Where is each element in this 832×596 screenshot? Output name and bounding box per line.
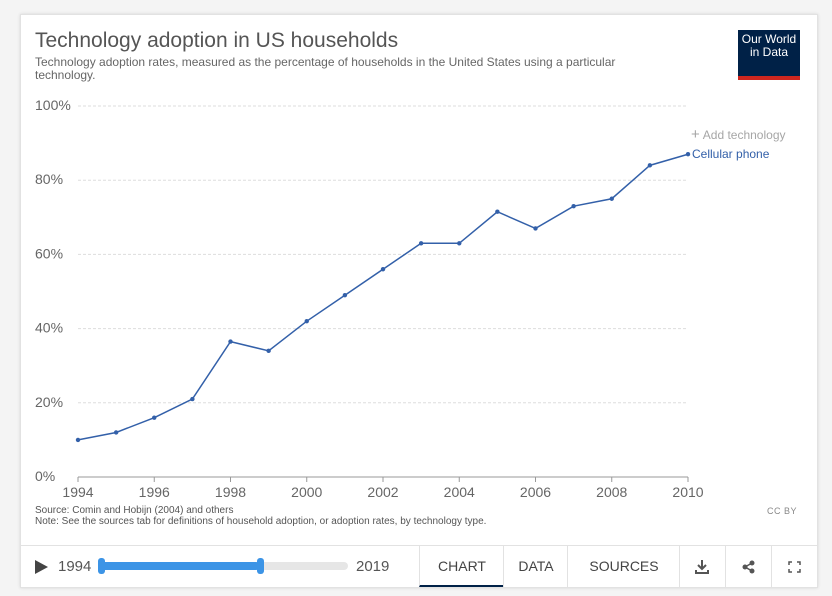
data-point bbox=[304, 318, 309, 324]
fullscreen-icon bbox=[788, 561, 801, 573]
tab-data[interactable]: DATA bbox=[503, 546, 568, 587]
data-point bbox=[571, 203, 576, 209]
data-point bbox=[609, 196, 614, 201]
chart-card: Technology adoption in US households Tec… bbox=[20, 14, 818, 588]
y-tick-label: 40% bbox=[35, 320, 63, 336]
x-tick-label: 2008 bbox=[596, 484, 627, 500]
y-tick-label: 100% bbox=[35, 97, 71, 113]
add-technology-label: Add technology bbox=[702, 128, 786, 142]
tab-sources[interactable]: SOURCES bbox=[567, 546, 680, 587]
data-point bbox=[113, 430, 119, 435]
data-point bbox=[457, 241, 462, 246]
data-point bbox=[342, 293, 348, 298]
y-tick-label: 20% bbox=[35, 394, 63, 410]
download-icon bbox=[695, 560, 709, 574]
data-point bbox=[495, 209, 500, 214]
line-chart: 0% 20% 40% 60% 80% 100% 1994 1996 1998 2000 2002 20… bbox=[35, 97, 770, 500]
data-point bbox=[647, 163, 653, 168]
share-button[interactable] bbox=[725, 546, 771, 587]
add-technology-button[interactable]: + Add technology bbox=[691, 126, 786, 143]
x-tick-label: 1998 bbox=[215, 484, 246, 500]
series-label: Cellular phone bbox=[692, 147, 770, 161]
y-tick-label: 0% bbox=[35, 468, 55, 484]
logo-line-1: Our World bbox=[741, 32, 797, 46]
chart-footer: Source: Comin and Hobijn (2004) and othe… bbox=[35, 505, 486, 527]
x-tick-label: 2006 bbox=[520, 484, 551, 500]
data-point bbox=[190, 396, 195, 402]
x-tick-label: 2000 bbox=[291, 484, 322, 500]
logo-line-2: in Data bbox=[749, 45, 789, 59]
share-icon bbox=[742, 560, 755, 574]
data-point bbox=[228, 339, 233, 344]
x-tick-label: 2002 bbox=[367, 484, 398, 500]
tab-chart[interactable]: CHART bbox=[419, 546, 504, 587]
x-tick-label: 1996 bbox=[139, 484, 170, 500]
control-bar: 1994 2019 CHART DATA SOURCES bbox=[21, 545, 817, 588]
series-line bbox=[77, 153, 689, 441]
data-point bbox=[152, 415, 157, 420]
timeline-start-year: 1994 bbox=[58, 558, 92, 575]
play-icon[interactable] bbox=[35, 560, 48, 574]
plus-icon: + bbox=[691, 126, 700, 143]
source-text: Source: Comin and Hobijn (2004) and othe… bbox=[35, 505, 234, 516]
data-point bbox=[380, 267, 386, 272]
download-button[interactable] bbox=[679, 546, 725, 587]
data-point bbox=[685, 152, 691, 157]
x-tick-label: 1994 bbox=[62, 484, 93, 500]
x-tick-label: 2010 bbox=[672, 484, 703, 500]
data-point bbox=[266, 348, 271, 354]
data-point bbox=[418, 241, 424, 246]
timeline-start-handle[interactable] bbox=[98, 558, 105, 574]
fullscreen-button[interactable] bbox=[771, 546, 817, 587]
data-point bbox=[75, 437, 81, 443]
note-text: Note: See the sources tab for definition… bbox=[35, 516, 487, 527]
chart-title: Technology adoption in US households bbox=[35, 29, 399, 52]
y-tick-label: 80% bbox=[35, 171, 63, 187]
owid-logo[interactable]: Our World in Data bbox=[738, 30, 800, 80]
chart-subtitle: Technology adoption rates, measured as t… bbox=[35, 55, 616, 82]
y-tick-label: 60% bbox=[35, 245, 63, 261]
timeline-end-handle[interactable] bbox=[257, 558, 264, 574]
timeline-selected-range[interactable] bbox=[101, 562, 260, 570]
timeline-end-year: 2019 bbox=[356, 558, 390, 575]
data-point bbox=[533, 226, 538, 231]
x-tick-label: 2004 bbox=[444, 484, 475, 500]
license-badge[interactable]: CC BY bbox=[767, 506, 798, 516]
